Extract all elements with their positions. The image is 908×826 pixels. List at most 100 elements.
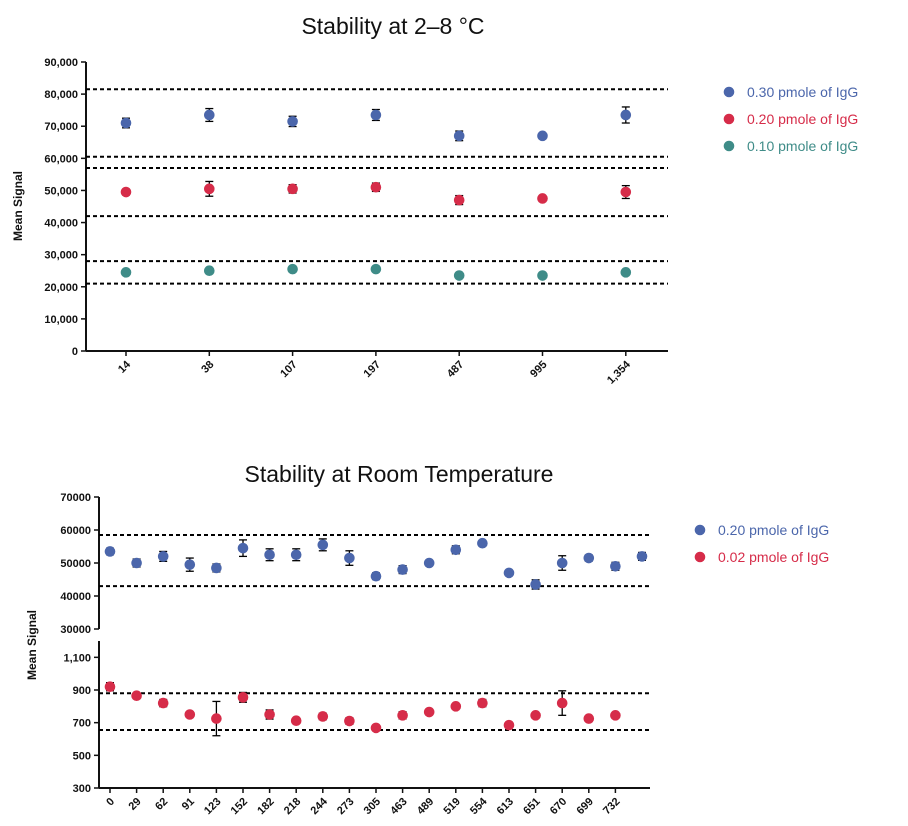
chart2-x-tick-label-15: 613 [495,796,516,817]
chart2-series0-point-17 [556,557,568,569]
chart1-series1-point-2 [287,183,298,195]
chart1-legend-item-1-label: 0.20 pmole of IgG [747,111,858,127]
chart2-x-tick-label-11: 463 [388,796,409,817]
chart2-x-tick-label-19: 732 [601,796,622,817]
chart1-series0-point-6 [620,109,632,121]
chart2-upper-y-tick-label-3: 60000 [60,525,91,537]
chart1-series0-point-0 [120,117,132,129]
chart1-x-tick-label-6: 1,354 [605,358,634,387]
chart2-series1-point-17 [556,697,568,709]
chart1-series0-point-4 [453,130,465,142]
chart2-legend-item-0-marker [694,524,706,536]
chart2-series1-point-18 [583,713,595,724]
chart2-series0-point-3 [184,559,196,570]
chart2-series1-point-15 [503,719,515,731]
chart1-series1-point-0 [120,186,132,198]
chart2-y-axis-label: Mean Signal [25,610,39,680]
chart2-series0-point-9 [344,552,355,564]
chart2-x-tick-label-7: 218 [282,796,303,817]
chart2-x-tick-label-12: 489 [415,796,436,817]
chart2-series1-point-16 [530,710,541,721]
chart2-x-tick-label-3: 91 [180,796,197,813]
chart2-upper-y-tick-label-2: 50000 [60,558,91,570]
chart1-title: Stability at 2–8 °C [301,13,484,39]
chart2-x-tick-label-2: 62 [153,796,170,813]
chart1-series1-point-4 [453,194,465,206]
chart1-series2-point-6 [620,267,632,278]
chart2-series1-point-10 [370,722,382,734]
chart2-series0-point-2 [157,551,169,562]
chart2-x-tick-label-0: 0 [104,796,117,809]
chart2-series1-point-14 [477,697,488,709]
chart1-y-axis-label: Mean Signal [11,171,25,241]
chart2-series1-point-9 [344,715,355,727]
chart2-series1-point-5 [237,692,249,703]
chart1-x-tick-label-2: 107 [278,359,299,380]
chart1-y-tick-label-0: 0 [72,346,78,358]
chart1-y-tick-label-7: 70,000 [44,121,78,133]
chart2-series1-point-13 [450,701,462,712]
chart2-series1-point-19 [610,710,621,721]
chart2-lower-y-tick-label-3: 900 [73,685,91,697]
chart1-legend-item-1-marker [723,113,735,125]
chart2-x-tick-label-13: 519 [441,796,462,817]
chart2-legend-item-0-label: 0.20 pmole of IgG [718,522,829,538]
chart2-series0-point-11 [397,564,408,575]
chart2-series1-point-4 [211,713,222,724]
chart1-x-tick-label-4: 487 [445,359,466,380]
chart1-series0-point-2 [287,116,298,127]
chart1-series1-point-6 [620,186,632,198]
chart2-series0-point-13 [450,544,462,556]
chart1-legend-item-0-label: 0.30 pmole of IgG [747,84,858,100]
chart2-legend-item-1-label: 0.02 pmole of IgG [718,549,829,565]
chart2-upper-y-tick-label-1: 40000 [60,591,91,603]
chart1-y-tick-label-2: 20,000 [44,282,78,294]
chart2-lower-y-tick-label-0: 300 [73,783,91,795]
chart2-series1-point-8 [317,711,329,722]
chart2-title: Stability at Room Temperature [245,461,554,487]
chart2-series1-point-6 [264,709,275,720]
chart2-series1-point-12 [423,706,435,718]
chart1-legend-item-2-marker [723,140,735,152]
chart1-x-tick-label-1: 38 [199,359,216,376]
chart1-y-tick-label-8: 80,000 [44,89,78,101]
chart2-x-tick-label-10: 305 [362,796,383,817]
chart2-lower-y-tick-label-4: 1,100 [63,652,91,664]
chart2-x-tick-label-18: 699 [574,796,595,817]
chart1-series2-point-0 [120,267,132,278]
chart1-legend-item-2-label: 0.10 pmole of IgG [747,138,858,154]
chart2-lower-y-tick-label-1: 500 [73,750,91,762]
chart1-y-tick-label-9: 90,000 [44,57,78,69]
chart1-series0-point-1 [204,109,215,121]
chart2-x-tick-label-9: 273 [335,796,356,817]
chart1-legend-item-0-marker [723,86,735,98]
chart1-y-tick-label-6: 60,000 [44,153,78,165]
chart2-series0-point-18 [583,552,595,564]
chart1-x-tick-label-3: 197 [362,359,383,380]
chart2-series1-point-11 [397,710,408,721]
chart1-x-tick-label-5: 995 [528,359,549,380]
chart2-series0-point-1 [131,557,142,569]
chart2-legend-item-1-marker [694,551,706,563]
chart2-series0-point-12 [423,557,435,569]
chart1-series1-point-3 [370,181,382,193]
chart1-series2-point-3 [370,263,382,275]
chart2-series1-point-7 [290,715,302,727]
chart1-series0-point-5 [537,130,548,142]
chart2-x-tick-label-4: 123 [202,796,223,817]
chart2-x-tick-label-1: 29 [127,796,144,813]
chart1-y-tick-label-1: 10,000 [44,314,78,326]
chart2-x-tick-label-8: 244 [308,795,330,817]
chart1-series0-point-3 [370,109,382,121]
chart2-series0-point-7 [290,549,302,561]
chart1-y-tick-label-3: 30,000 [44,250,78,262]
chart2-series1-point-2 [157,697,169,709]
chart2-upper-y-tick-label-4: 70000 [60,492,91,504]
chart2-x-tick-label-14: 554 [468,795,490,817]
chart2-upper-y-tick-label-0: 30000 [60,624,91,636]
chart2-series0-point-14 [477,537,488,549]
chart2-series0-point-6 [264,549,275,561]
chart1-series2-point-4 [453,270,465,281]
